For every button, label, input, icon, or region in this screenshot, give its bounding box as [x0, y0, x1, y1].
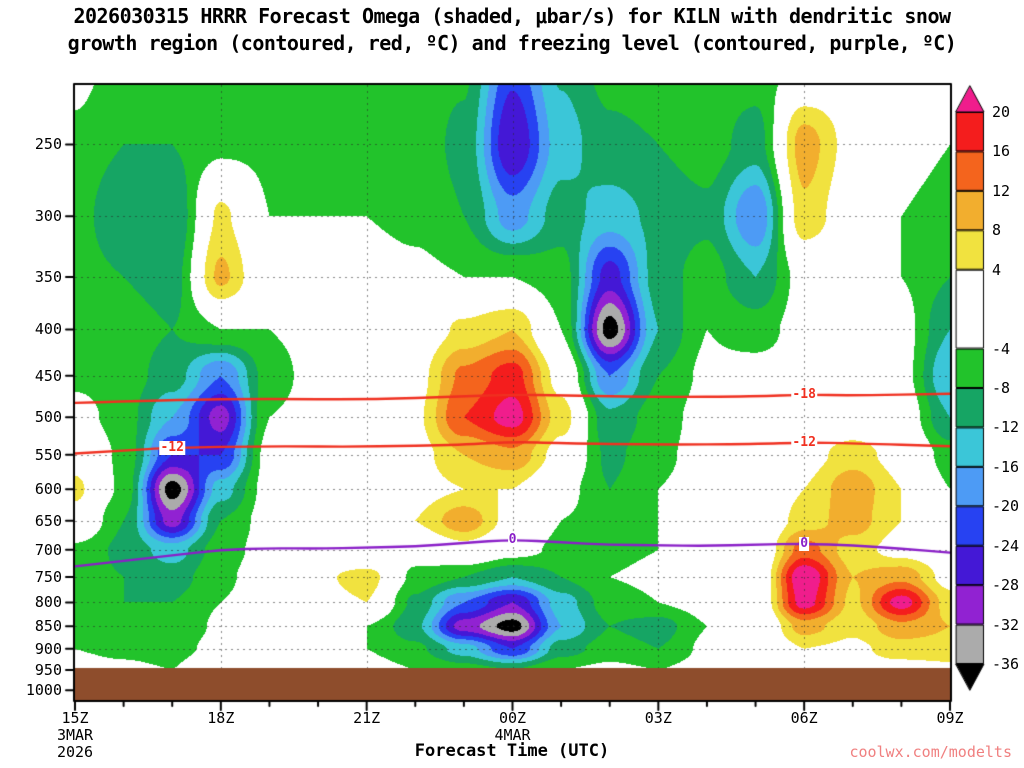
y-axis-tick-label: 700 [34, 540, 62, 559]
x-axis-tick-label: 03Z [644, 709, 672, 727]
x-axis-tick-label: 09Z [936, 709, 964, 727]
y-axis-tick-label: 800 [34, 593, 62, 612]
y-axis-tick-label: 650 [34, 511, 62, 530]
colorbar-tick-label: -8 [992, 379, 1011, 397]
colorbar-tick-label: 16 [992, 142, 1011, 161]
y-axis-tick-label: 550 [34, 445, 62, 464]
y-axis-tick-label: 600 [34, 480, 62, 499]
y-axis-tick-label: 1000 [25, 681, 62, 700]
colorbar-tick-label: 12 [992, 181, 1011, 200]
y-axis-tick-label: 350 [34, 267, 62, 286]
contour-label: -12 [159, 439, 185, 455]
contour-label: -18 [791, 386, 817, 402]
colorbar-tick-label: -28 [992, 576, 1020, 595]
y-axis-tick-label: 850 [34, 617, 62, 636]
y-axis-tick-label: 900 [34, 639, 62, 658]
x-axis-date-label: 2026 [56, 743, 94, 761]
watermark-text: coolwx.com/modelts [849, 743, 1012, 761]
colorbar-tick-label: -36 [992, 655, 1020, 673]
y-axis-tick-label: 950 [34, 661, 62, 680]
y-axis-tick-label: 750 [34, 567, 62, 586]
contour-label: 0 [507, 531, 518, 547]
colorbar-tick-label: -4 [992, 339, 1011, 358]
y-axis-tick-label: 450 [34, 366, 62, 385]
x-axis-title: Forecast Time (UTC) [414, 741, 610, 761]
colorbar-tick-label: -12 [992, 418, 1020, 437]
y-axis-tick-label: 300 [34, 207, 62, 226]
y-axis-tick-label: 500 [34, 408, 62, 427]
colorbar-tick-label: -20 [992, 497, 1020, 516]
contour-label: -12 [791, 434, 817, 450]
colorbar-tick-label: 20 [992, 103, 1011, 121]
x-axis-tick-label: 21Z [353, 709, 381, 727]
x-axis-tick-label: 00Z [498, 709, 527, 727]
colorbar-tick-label: -24 [992, 536, 1020, 555]
y-axis-tick-label: 400 [34, 320, 62, 339]
x-axis-tick-label: 18Z [207, 709, 235, 727]
colorbar-tick-label: 8 [992, 221, 1002, 240]
colorbar-tick-label: -32 [992, 615, 1020, 634]
x-axis-date-label: 3MAR [56, 726, 94, 744]
contour-label: 0 [799, 535, 810, 551]
y-axis-tick-label: 250 [34, 135, 62, 154]
colorbar-tick-label: 4 [992, 260, 1002, 279]
x-axis-date-label: 4MAR [494, 726, 531, 744]
colorbar-tick-label: -16 [992, 457, 1020, 476]
x-axis-tick-label: 06Z [790, 709, 818, 727]
x-axis-tick-label: 15Z [61, 709, 89, 727]
